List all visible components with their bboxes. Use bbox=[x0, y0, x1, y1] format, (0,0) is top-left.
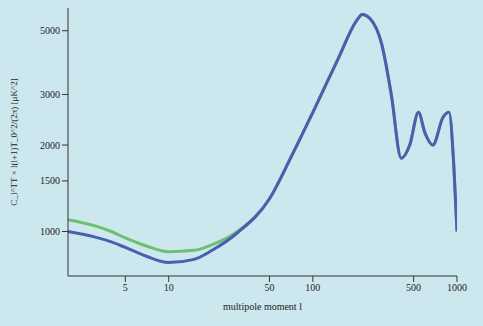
svg-text:10: 10 bbox=[164, 282, 174, 293]
svg-text:1000: 1000 bbox=[40, 226, 60, 237]
svg-text:500: 500 bbox=[406, 282, 421, 293]
svg-text:3000: 3000 bbox=[40, 89, 60, 100]
svg-text:50: 50 bbox=[264, 282, 274, 293]
svg-text:2000: 2000 bbox=[40, 140, 60, 151]
svg-text:1500: 1500 bbox=[40, 175, 60, 186]
svg-text:5: 5 bbox=[123, 282, 128, 293]
svg-text:C_l^TT × l(l+1)T_0^2/(2π) [μK^: C_l^TT × l(l+1)T_0^2/(2π) [μK^2] bbox=[9, 78, 19, 205]
svg-text:multipole moment l: multipole moment l bbox=[223, 301, 302, 312]
svg-text:100: 100 bbox=[305, 282, 320, 293]
svg-text:1000: 1000 bbox=[447, 282, 467, 293]
svg-text:5000: 5000 bbox=[40, 25, 60, 36]
